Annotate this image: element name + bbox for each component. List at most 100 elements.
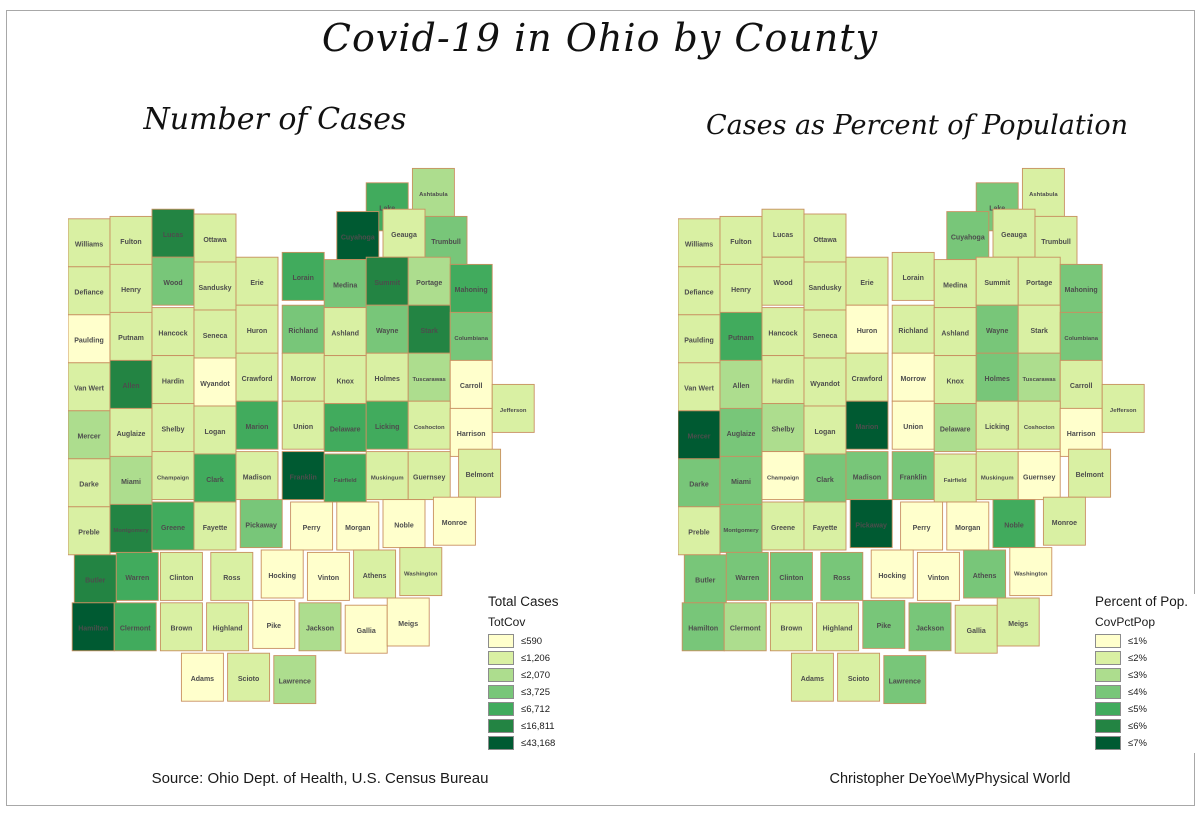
county-wayne: Wayne — [365, 304, 409, 354]
county-delaware: Delaware — [933, 403, 977, 453]
subtitle-number-of-cases: Number of Cases — [143, 102, 407, 137]
county-cuyahoga: Cuyahoga — [336, 211, 380, 261]
county-auglaize: Auglaize — [109, 407, 153, 457]
county-noble: Noble — [992, 499, 1036, 549]
county-putnam: Putnam — [719, 311, 763, 361]
county-madison: Madison — [235, 451, 279, 501]
county-pike: Pike — [252, 599, 296, 649]
legend-total-cases: Total Cases TotCov ≤590 ≤1,206 ≤2,070 ≤3,72… — [488, 594, 656, 753]
county-fairfield: Fairfield — [323, 453, 367, 503]
legend-class-label: ≤1,206 — [521, 652, 550, 664]
county-hardin: Hardin — [761, 355, 805, 405]
legend-class-label: ≤7% — [1128, 737, 1147, 749]
county-athens: Athens — [963, 549, 1007, 599]
county-madison: Madison — [845, 451, 889, 501]
county-fayette: Fayette — [803, 501, 847, 551]
county-warren: Warren — [115, 551, 159, 601]
county-adams: Adams — [790, 652, 834, 702]
county-muskingum: Muskingum — [365, 451, 409, 501]
legend-class-label: ≤1% — [1128, 635, 1147, 647]
county-shelby: Shelby — [151, 403, 195, 453]
page-title: Covid-19 in Ohio by County — [321, 16, 879, 60]
county-athens: Athens — [353, 549, 397, 599]
county-van-wert: Van Wert — [68, 362, 111, 412]
county-clark: Clark — [803, 453, 847, 503]
county-defiance: Defiance — [678, 266, 721, 316]
county-hancock: Hancock — [761, 307, 805, 357]
county-putnam: Putnam — [109, 311, 153, 361]
county-cuyahoga: Cuyahoga — [946, 211, 990, 261]
legend-color-swatch — [1095, 634, 1121, 648]
county-marion: Marion — [845, 400, 889, 450]
county-knox: Knox — [933, 355, 977, 405]
county-gallia: Gallia — [344, 604, 388, 654]
county-butler: Butler — [683, 554, 727, 604]
county-morrow: Morrow — [891, 352, 935, 402]
county-mercer: Mercer — [68, 410, 111, 460]
county-portage: Portage — [407, 256, 451, 306]
county-monroe: Monroe — [1042, 496, 1086, 546]
legend-row: ≤590 — [488, 634, 656, 648]
county-summit: Summit — [975, 256, 1019, 306]
legend-class-label: ≤2,070 — [521, 669, 550, 681]
county-belmont: Belmont — [1068, 448, 1112, 498]
county-portage: Portage — [1017, 256, 1061, 306]
county-guernsey: Guernsey — [407, 451, 451, 501]
county-licking: Licking — [975, 400, 1019, 450]
county-pike: Pike — [862, 599, 906, 649]
county-knox: Knox — [323, 355, 367, 405]
county-morgan: Morgan — [946, 501, 990, 551]
choropleth-map-total-cases: LakeAshtabulaWilliamsFultonLucasOttawaCu… — [68, 167, 535, 705]
county-pickaway: Pickaway — [849, 499, 893, 549]
county-union: Union — [281, 400, 325, 450]
legend-row: ≤7% — [1095, 736, 1200, 750]
legend-field-name: CovPctPop — [1095, 615, 1156, 629]
county-morgan: Morgan — [336, 501, 380, 551]
county-jackson: Jackson — [908, 602, 952, 652]
legend-title: Percent of Pop. — [1095, 594, 1189, 609]
legend-title: Total Cases — [488, 594, 559, 609]
county-clinton: Clinton — [159, 551, 203, 601]
county-richland: Richland — [281, 304, 325, 354]
legend-class-label: ≤6% — [1128, 720, 1147, 732]
county-stark: Stark — [407, 304, 451, 354]
county-shelby: Shelby — [761, 403, 805, 453]
county-washington: Washington — [399, 547, 443, 597]
county-darke: Darke — [678, 458, 721, 508]
county-highland: Highland — [816, 602, 860, 652]
source-attribution: Source: Ohio Dept. of Health, U.S. Censu… — [151, 770, 489, 787]
county-monroe: Monroe — [432, 496, 476, 546]
county-warren: Warren — [725, 551, 769, 601]
county-defiance: Defiance — [68, 266, 111, 316]
county-fayette: Fayette — [193, 501, 237, 551]
county-ashland: Ashland — [323, 307, 367, 357]
county-coshocton: Coshocton — [1017, 400, 1061, 450]
county-allen: Allen — [719, 359, 763, 409]
county-franklin: Franklin — [281, 451, 325, 501]
county-wood: Wood — [151, 256, 195, 306]
county-hamilton: Hamilton — [71, 602, 115, 652]
county-meigs: Meigs — [386, 597, 430, 647]
county-perry: Perry — [900, 501, 944, 551]
county-holmes: Holmes — [365, 352, 409, 402]
county-seneca: Seneca — [803, 309, 847, 359]
county-ottawa: Ottawa — [803, 213, 847, 263]
legend-class-label: ≤2% — [1128, 652, 1147, 664]
county-geauga: Geauga — [992, 208, 1036, 258]
legend-class-label: ≤6,712 — [521, 703, 550, 715]
county-huron: Huron — [235, 304, 279, 354]
county-auglaize: Auglaize — [719, 407, 763, 457]
county-paulding: Paulding — [678, 314, 721, 364]
county-columbiana: Columbiana — [449, 311, 493, 361]
county-mahoning: Mahoning — [449, 263, 493, 313]
county-preble: Preble — [68, 506, 111, 556]
legend-class-label: ≤16,811 — [521, 720, 555, 732]
legend-color-swatch — [488, 702, 514, 716]
county-hocking: Hocking — [260, 549, 304, 599]
county-noble: Noble — [382, 499, 426, 549]
legend-row: ≤3% — [1095, 668, 1200, 682]
legend-color-swatch — [488, 685, 514, 699]
county-fulton: Fulton — [109, 215, 153, 265]
county-brown: Brown — [159, 602, 203, 652]
county-williams: Williams — [68, 218, 111, 268]
